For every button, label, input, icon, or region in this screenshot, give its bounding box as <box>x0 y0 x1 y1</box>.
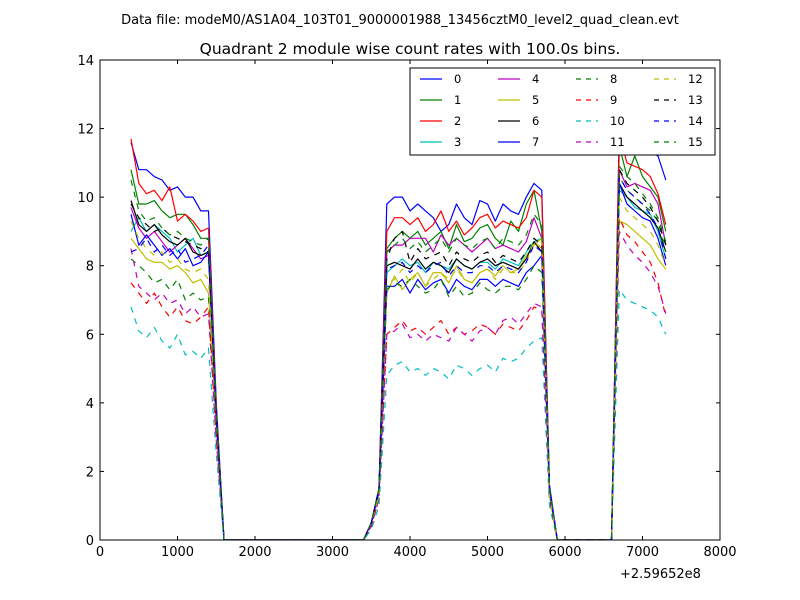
legend-label-2: 2 <box>454 114 461 128</box>
y-tick-label-3: 6 <box>86 328 94 343</box>
legend-label-14: 14 <box>688 114 703 128</box>
y-tick-label-2: 4 <box>86 397 94 412</box>
x-tick-label-4: 4000 <box>393 545 426 560</box>
x-tick-label-5: 5000 <box>471 545 504 560</box>
series-layer <box>130 124 667 540</box>
legend-label-7: 7 <box>532 135 539 149</box>
x-axis: 0 1000 2000 3000 4000 5000 6000 7000 8000 <box>96 60 737 560</box>
series-line-15 <box>130 165 667 540</box>
legend-label-5: 5 <box>532 93 539 107</box>
legend-label-1: 1 <box>454 93 461 107</box>
legend-label-15: 15 <box>688 135 703 149</box>
x-tick-label-1: 1000 <box>161 545 194 560</box>
legend-label-4: 4 <box>532 72 539 86</box>
legend-box <box>409 67 716 156</box>
legend-label-8: 8 <box>610 72 617 86</box>
x-tick-label-7: 7000 <box>626 545 659 560</box>
legend-label-6: 6 <box>532 114 539 128</box>
x-tick-label-2: 2000 <box>238 545 271 560</box>
chart-title: Quadrant 2 module wise count rates with … <box>200 40 621 58</box>
legend-label-10: 10 <box>610 114 625 128</box>
x-tick-label-8: 8000 <box>703 545 736 560</box>
plot-area: 0 1000 2000 3000 4000 5000 6000 7000 8000 0 2 4 6 8 1… <box>77 54 736 560</box>
legend-label-13: 13 <box>688 93 703 107</box>
legend-label-3: 3 <box>454 135 461 149</box>
x-offset-label: +2.59652e8 <box>620 567 701 582</box>
y-tick-label-4: 8 <box>86 260 94 275</box>
x-tick-label-0: 0 <box>96 545 104 560</box>
y-tick-label-5: 10 <box>77 191 94 206</box>
series-line-10 <box>130 289 667 540</box>
y-tick-label-6: 12 <box>77 123 94 138</box>
legend-label-9: 9 <box>610 93 617 107</box>
x-tick-label-3: 3000 <box>316 545 349 560</box>
series-line-8 <box>130 176 667 540</box>
legend-label-12: 12 <box>688 72 703 86</box>
x-tick-label-6: 6000 <box>548 545 581 560</box>
legend-label-11: 11 <box>610 135 625 149</box>
suptitle: Data file: modeM0/AS1A04_103T01_90000019… <box>121 13 679 28</box>
series-line-9 <box>130 217 667 540</box>
legend-label-0: 0 <box>454 72 461 86</box>
y-tick-label-0: 0 <box>86 534 94 549</box>
y-tick-label-1: 2 <box>86 465 94 480</box>
y-tick-label-7: 14 <box>77 54 94 69</box>
